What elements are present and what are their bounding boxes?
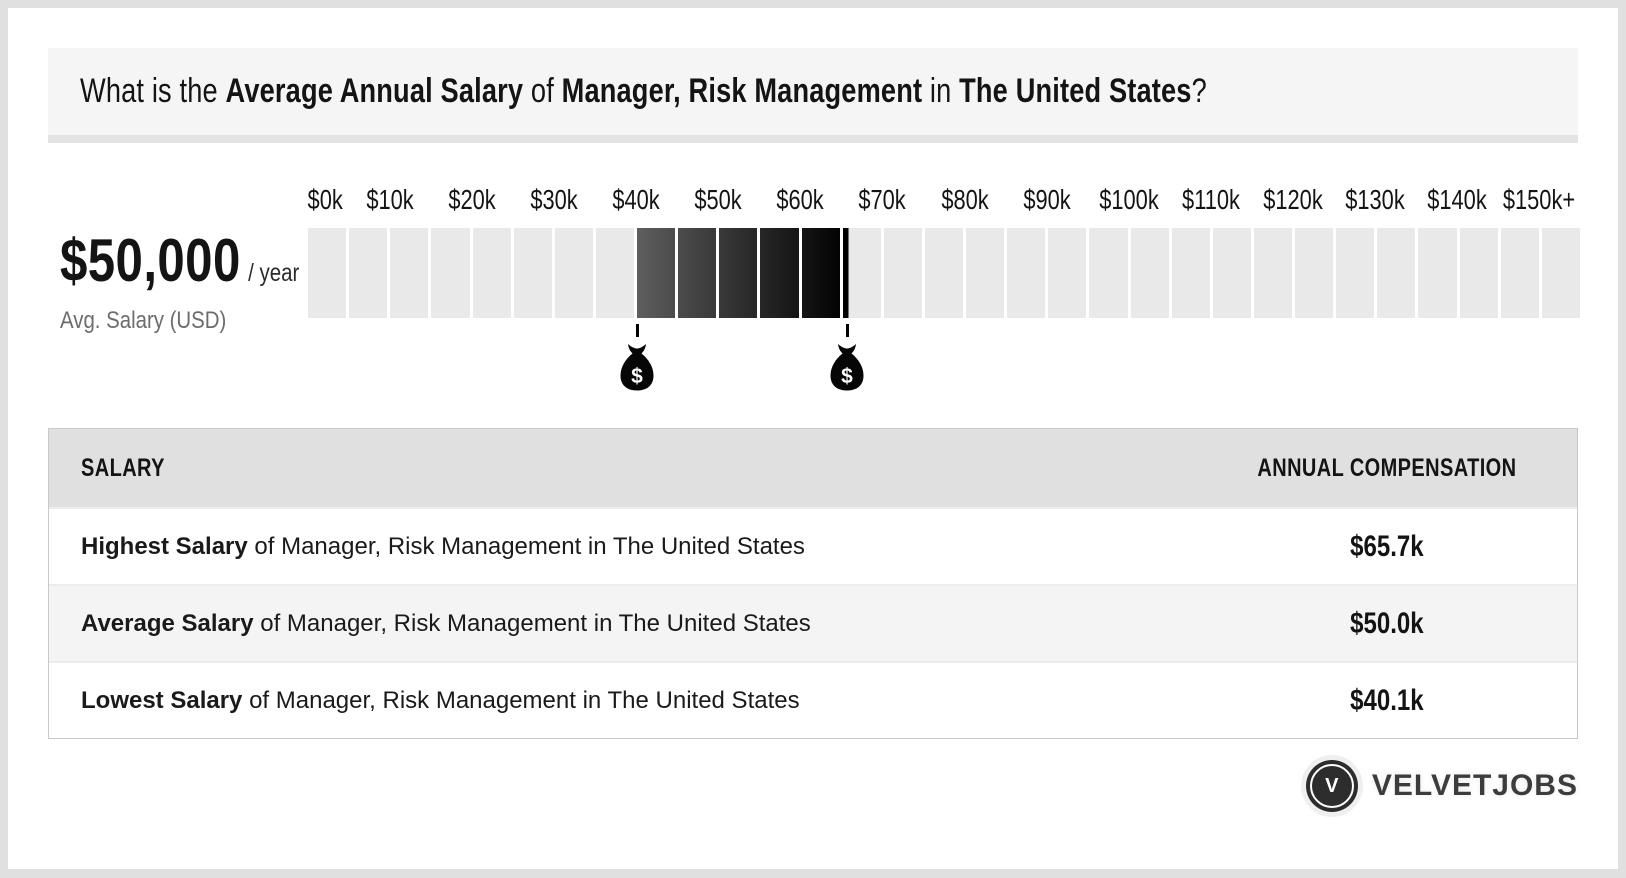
scale-cell [1089,228,1128,318]
table-header-row: SALARY ANNUAL COMPENSATION [49,429,1577,507]
question-text: What is the Average Annual Salary of Man… [48,72,1207,111]
tick-label: $150k+ [1502,184,1576,215]
highest-salary-marker: $ [827,324,867,392]
marker-dash [635,324,639,337]
scale-cell [1541,228,1580,318]
svg-text:$: $ [841,365,853,388]
average-salary-caption: Avg. Salary (USD) [60,307,227,334]
scale-cell [637,228,676,318]
tick-label: $120k [1263,184,1323,215]
tick-label: $80k [940,184,989,215]
question-part-bold: The United States [959,72,1192,110]
scale-cell [1295,228,1334,318]
tick-label: $10k [366,184,414,215]
table-header-annual-compensation: ANNUAL COMPENSATION [1257,453,1517,482]
velvetjobs-logo-mark: V [1305,760,1358,812]
scale-cell [1500,228,1539,318]
tick-label: $40k [612,184,660,215]
scale-cell [472,228,511,318]
row-value: $40.1k [1350,683,1424,717]
scale-cell [595,228,634,318]
table-header-salary: SALARY [81,453,165,482]
infographic-card: What is the Average Annual Salary of Man… [8,8,1618,869]
tick-label: $90k [1022,184,1071,215]
velvetjobs-logo[interactable]: V VELVETJOBS [1305,760,1578,812]
scale-cell [1212,228,1251,318]
scale-cell [1171,228,1210,318]
scale-cell [801,228,840,318]
scale-markers: $ $ [308,324,1580,414]
table-row: Average Salary of Manager, Risk Manageme… [49,584,1577,661]
tick-label: $50k [694,184,742,215]
scale-cell [349,228,388,318]
scale-cell [966,228,1005,318]
scale-cell [308,228,347,318]
average-salary-summary: $50,000 / year Avg. Salary (USD) [60,226,352,335]
salary-table: SALARY ANNUAL COMPENSATION Highest Salar… [48,428,1578,739]
tick-label: $110k [1181,184,1240,215]
scale-cell [1336,228,1375,318]
scale-cell [431,228,470,318]
axis-tick-labels: $0k $10k $20k $30k $40k $50k $60k $70k $80k $90k $… [308,184,1580,220]
question-part: in [922,72,960,110]
question-part: ? [1191,72,1207,110]
average-salary-amount: $50,000 [60,227,241,294]
question-part-bold: Manager, Risk Management [561,72,923,110]
tick-label: $140k [1427,184,1487,215]
row-value: $65.7k [1350,529,1424,563]
scale-cell [513,228,552,318]
scale-cell [678,228,717,318]
row-label: Highest Salary of Manager, Risk Manageme… [81,532,805,560]
lowest-salary-marker: $ [617,324,657,392]
tick-label: $130k [1345,184,1405,215]
question-banner: What is the Average Annual Salary of Man… [48,48,1578,143]
scale-cell [554,228,593,318]
scale-cell [883,228,922,318]
scale-cell [1253,228,1292,318]
scale-cell [1007,228,1046,318]
scale-cells [308,228,1580,318]
scale-cell [719,228,758,318]
scale-cell [760,228,799,318]
row-label: Lowest Salary of Manager, Risk Managemen… [81,686,800,714]
money-bag-icon: $ [830,344,864,391]
tick-label: $20k [448,184,496,215]
row-label: Average Salary of Manager, Risk Manageme… [81,609,811,637]
scale-cell [390,228,429,318]
question-part: What is the [80,72,226,110]
scale-cell [1048,228,1087,318]
scale-cell [1130,228,1169,318]
tick-label: $60k [776,184,825,215]
scale-cell [1377,228,1416,318]
logo-wordmark: VELVETJOBS [1371,769,1578,802]
money-bag-icon: $ [620,344,654,391]
logo-monogram: V [1325,775,1339,797]
tick-label: $70k [858,184,907,215]
tick-label: $30k [530,184,578,215]
table-row: Highest Salary of Manager, Risk Manageme… [49,507,1577,584]
table-row: Lowest Salary of Manager, Risk Managemen… [49,661,1577,738]
tick-label: $100k [1098,184,1159,215]
tick-label: $0k [307,184,343,215]
scale-cell [1459,228,1498,318]
question-part: of [523,72,562,110]
scale-cell [1418,228,1457,318]
row-value: $50.0k [1350,606,1424,640]
svg-text:$: $ [631,365,643,388]
salary-scale-chart: $0k $10k $20k $30k $40k $50k $60k $70k $80k $90k $… [308,184,1580,416]
question-part-bold: Average Annual Salary [225,72,524,110]
scale-cell [842,228,881,318]
scale-cell [924,228,963,318]
marker-dash [845,324,849,337]
per-year-label: / year [248,259,300,287]
